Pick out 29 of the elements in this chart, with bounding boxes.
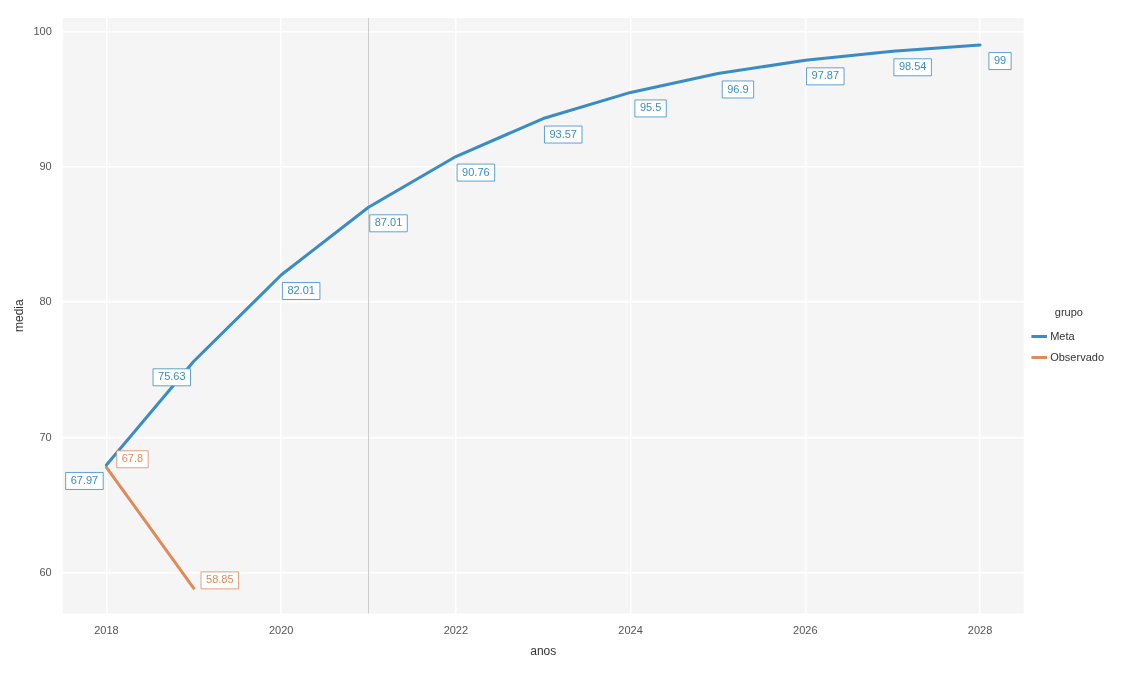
data-label: 98.54: [898, 60, 927, 73]
data-label: 82.01: [287, 284, 315, 296]
data-label: 67.97: [70, 473, 99, 486]
x-tick-label: 2026: [793, 624, 818, 637]
legend-label: Meta: [1050, 329, 1076, 342]
y-tick-label: 100: [33, 24, 52, 37]
data-label: 97.87: [811, 69, 840, 82]
data-label: 95.5: [639, 101, 662, 114]
x-tick-label: 2022: [443, 624, 469, 637]
x-tick-label: 2028: [967, 624, 993, 637]
x-tick-label: 2018: [94, 624, 119, 637]
data-label: 99: [993, 54, 1007, 67]
y-tick-label: 80: [39, 295, 52, 308]
y-tick-label: 90: [39, 159, 52, 172]
legend-title: grupo: [1054, 306, 1083, 319]
y-tick-label: 60: [39, 565, 52, 578]
data-label: 90.76: [462, 165, 490, 178]
data-label: 75.63: [158, 370, 186, 383]
data-label: 96.9: [727, 82, 749, 95]
y-tick-label: 70: [39, 430, 52, 443]
data-label: 67.8: [121, 452, 144, 465]
x-axis-title: anos: [530, 644, 557, 659]
y-axis-title: media: [11, 299, 26, 333]
x-tick-label: 2024: [618, 624, 643, 637]
data-label: 87.01: [374, 216, 403, 229]
legend-label: Observado: [1050, 350, 1104, 363]
data-label: 58.85: [206, 573, 234, 586]
data-label: 93.57: [549, 127, 577, 140]
x-tick-label: 2020: [268, 624, 294, 637]
